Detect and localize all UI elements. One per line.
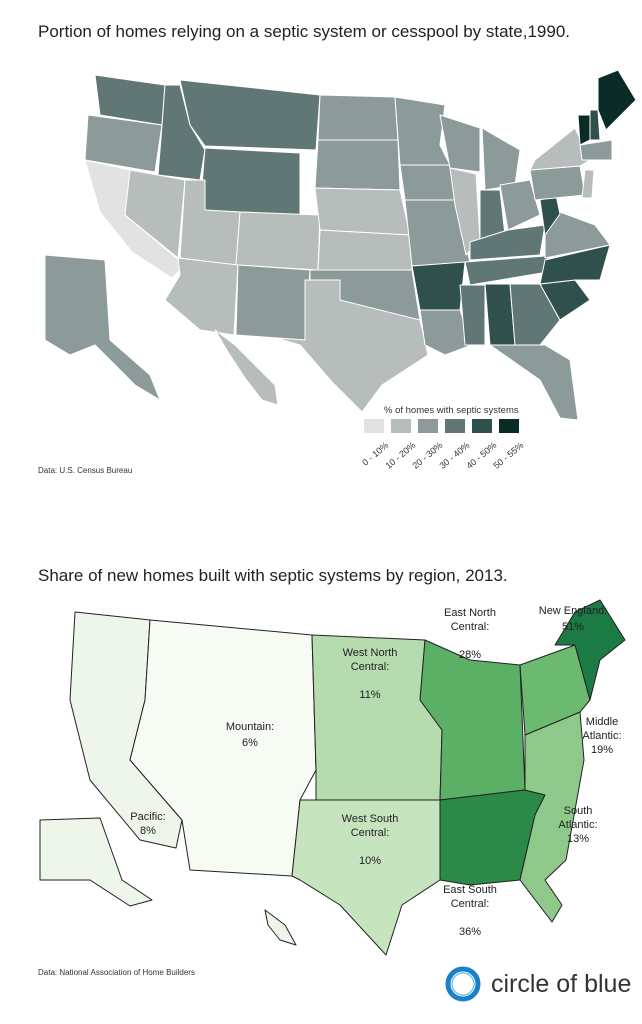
state-fl — [489, 344, 579, 421]
region-label-ne: New England: 51% — [539, 605, 608, 633]
state-ga — [509, 283, 561, 346]
logo-text: circle of blue — [491, 969, 632, 998]
state-la — [419, 309, 473, 356]
state-ky — [469, 224, 546, 261]
septic-1990-state-map — [44, 69, 637, 421]
region-label-enc: East North Central: 28% — [444, 607, 496, 661]
map2-title: Share of new homes built with septic sys… — [38, 566, 508, 585]
map1-source: Data: U.S. Census Bureau — [38, 466, 133, 475]
region-ne — [554, 599, 626, 701]
region-ma — [519, 644, 591, 736]
blue-circle-icon — [445, 966, 481, 1002]
legend-swatch — [445, 419, 465, 433]
state-hi — [214, 329, 279, 406]
state-tx — [275, 279, 429, 413]
state-oh — [499, 179, 541, 231]
map2-source: Data: National Association of Home Build… — [38, 968, 195, 977]
state-me — [597, 69, 637, 131]
map1-title: Portion of homes relying on a septic sys… — [38, 22, 570, 41]
state-wi — [439, 114, 481, 173]
legend-swatch — [472, 419, 492, 433]
legend-swatch — [499, 419, 519, 433]
legend-swatch — [391, 419, 411, 433]
region-label-mountain: Mountain: 6% — [226, 721, 274, 749]
region-wnc — [311, 634, 443, 801]
legend-swatch — [418, 419, 438, 433]
region-label-esc: East South Central: 36% — [443, 884, 497, 938]
region-label-sa: South Atlantic: 13% — [558, 805, 597, 845]
state-nh — [589, 109, 601, 141]
legend-title: % of homes with septic systems — [384, 405, 519, 416]
state-ak — [44, 254, 161, 401]
region-pacific — [39, 817, 153, 907]
state-ms — [459, 284, 486, 346]
state-mt — [179, 79, 321, 151]
state-sne — [579, 139, 613, 161]
state-ny — [529, 127, 591, 171]
state-id — [157, 84, 206, 181]
region-sa — [519, 711, 585, 923]
region-pacific — [264, 909, 297, 946]
region-label-wsc: West South Central: 10% — [342, 813, 399, 867]
region-label-pacific: Pacific: 8% — [130, 811, 165, 837]
state-mn — [394, 96, 451, 166]
circle-of-blue-logo[interactable]: circle of blue — [443, 964, 631, 1004]
legend-swatch — [364, 419, 384, 433]
region-label-wnc: West North Central: 11% — [343, 647, 398, 701]
state-or — [84, 114, 163, 173]
state-midatl — [581, 169, 595, 199]
region-label-ma: Middle Atlantic: 19% — [582, 716, 621, 756]
